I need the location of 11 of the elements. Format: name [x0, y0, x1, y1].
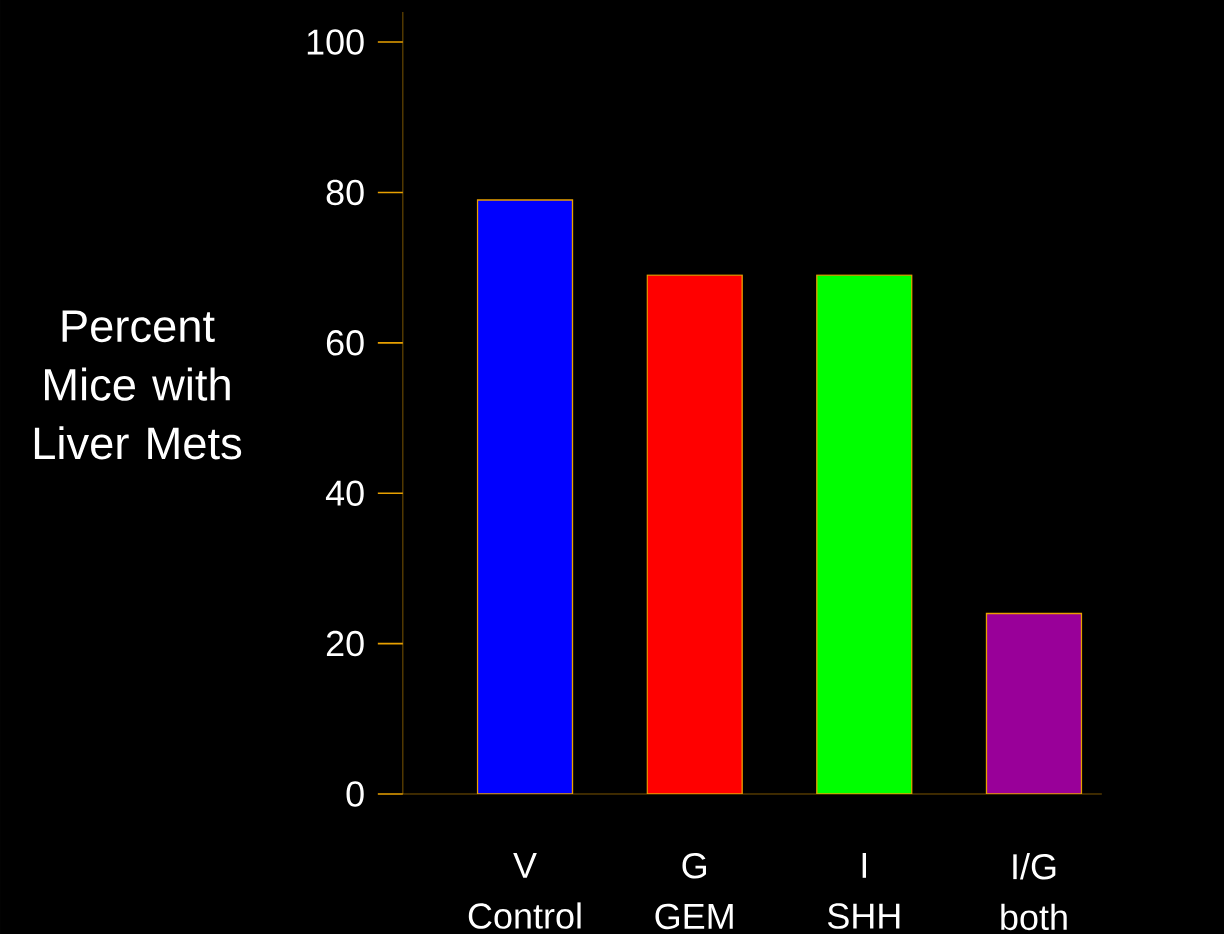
x-tick-label: V Control [468, 853, 581, 929]
y-tick-label: 60 [326, 330, 364, 356]
x-tick-label: G GEM [655, 853, 733, 930]
x-tick-label: I SHH [827, 853, 900, 929]
y-axis-title: Percent Mice with Liver Mets [34, 310, 242, 460]
y-tick-label: 20 [326, 630, 364, 657]
x-tick-label: I/G both [1001, 853, 1067, 931]
y-tick-label: 0 [346, 781, 364, 807]
y-tick-label: 80 [326, 179, 364, 206]
y-tick-label: 40 [325, 480, 364, 506]
y-tick-label: 100 [307, 29, 364, 55]
